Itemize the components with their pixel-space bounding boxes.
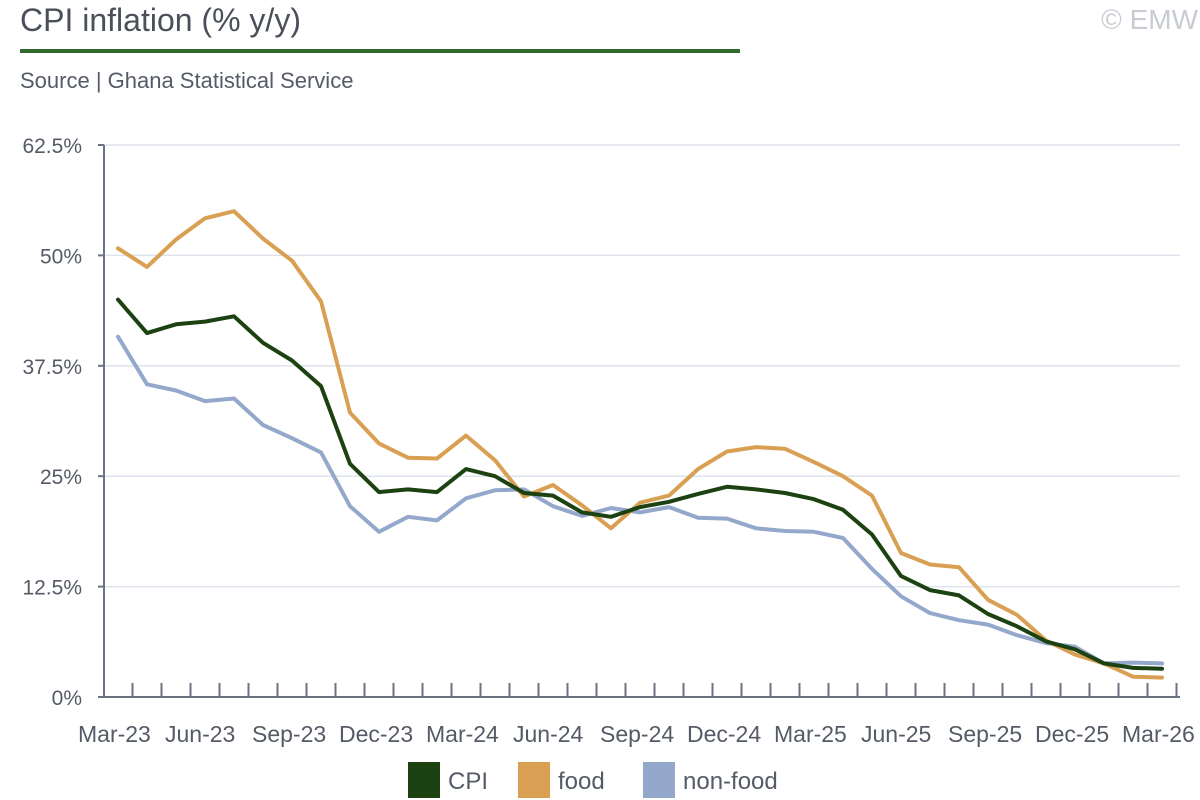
y-tick-label: 37.5% [22, 356, 82, 379]
series-line-food [116, 209, 1164, 680]
x-tick-label: Dec-25 [1035, 721, 1109, 747]
legend-label-cpi: CPI [448, 768, 489, 795]
x-tick-label: Jun-24 [513, 721, 584, 747]
x-tick-label: Mar-26 [1122, 721, 1195, 747]
legend-swatch-cpi [408, 762, 440, 798]
gridlines [104, 144, 1180, 588]
legend-swatch-non-food [643, 762, 675, 798]
x-tick-label: Jun-25 [861, 721, 931, 747]
axes: 0% 12.5% 25% 37.5% 50% 62.5% Mar-23 Jun-23 Sep-2… [22, 135, 1194, 747]
y-tick-label: 0% [52, 687, 82, 710]
series-lines [116, 209, 1164, 680]
x-tick-label: Jun-23 [165, 721, 235, 747]
title-underline [20, 49, 740, 53]
legend-label-non-food: non-food [683, 768, 778, 795]
chart-title: CPI inflation (% y/y) [20, 2, 301, 38]
y-tick-label: 50% [40, 245, 82, 268]
line-chart: 0% 12.5% 25% 37.5% 50% 62.5% Mar-23 Jun-23 Sep-2… [22, 135, 1194, 747]
x-tick-label: Mar-25 [774, 721, 847, 747]
x-tick-label: Sep-24 [600, 721, 674, 747]
copyright-notice: © EMW [1101, 4, 1198, 35]
legend-swatch-food [518, 762, 550, 798]
y-tick-label: 62.5% [22, 135, 82, 158]
y-tick-label: 12.5% [22, 577, 82, 600]
y-tick-label: 25% [40, 466, 82, 489]
chart-source: Source | Ghana Statistical Service [20, 68, 354, 93]
series-line-nonfood [116, 334, 1164, 666]
x-tick-label: Mar-24 [426, 721, 499, 747]
series-line-cpi [116, 297, 1164, 671]
legend-label-food: food [558, 768, 605, 795]
x-tick-label: Dec-24 [687, 721, 761, 747]
x-tick-label: Dec-23 [339, 721, 413, 747]
legend: CPI food non-food [0, 762, 1200, 798]
x-tick-label: Mar-23 [78, 721, 151, 747]
x-tick-label: Sep-25 [948, 721, 1022, 747]
x-tick-label: Sep-23 [252, 721, 326, 747]
